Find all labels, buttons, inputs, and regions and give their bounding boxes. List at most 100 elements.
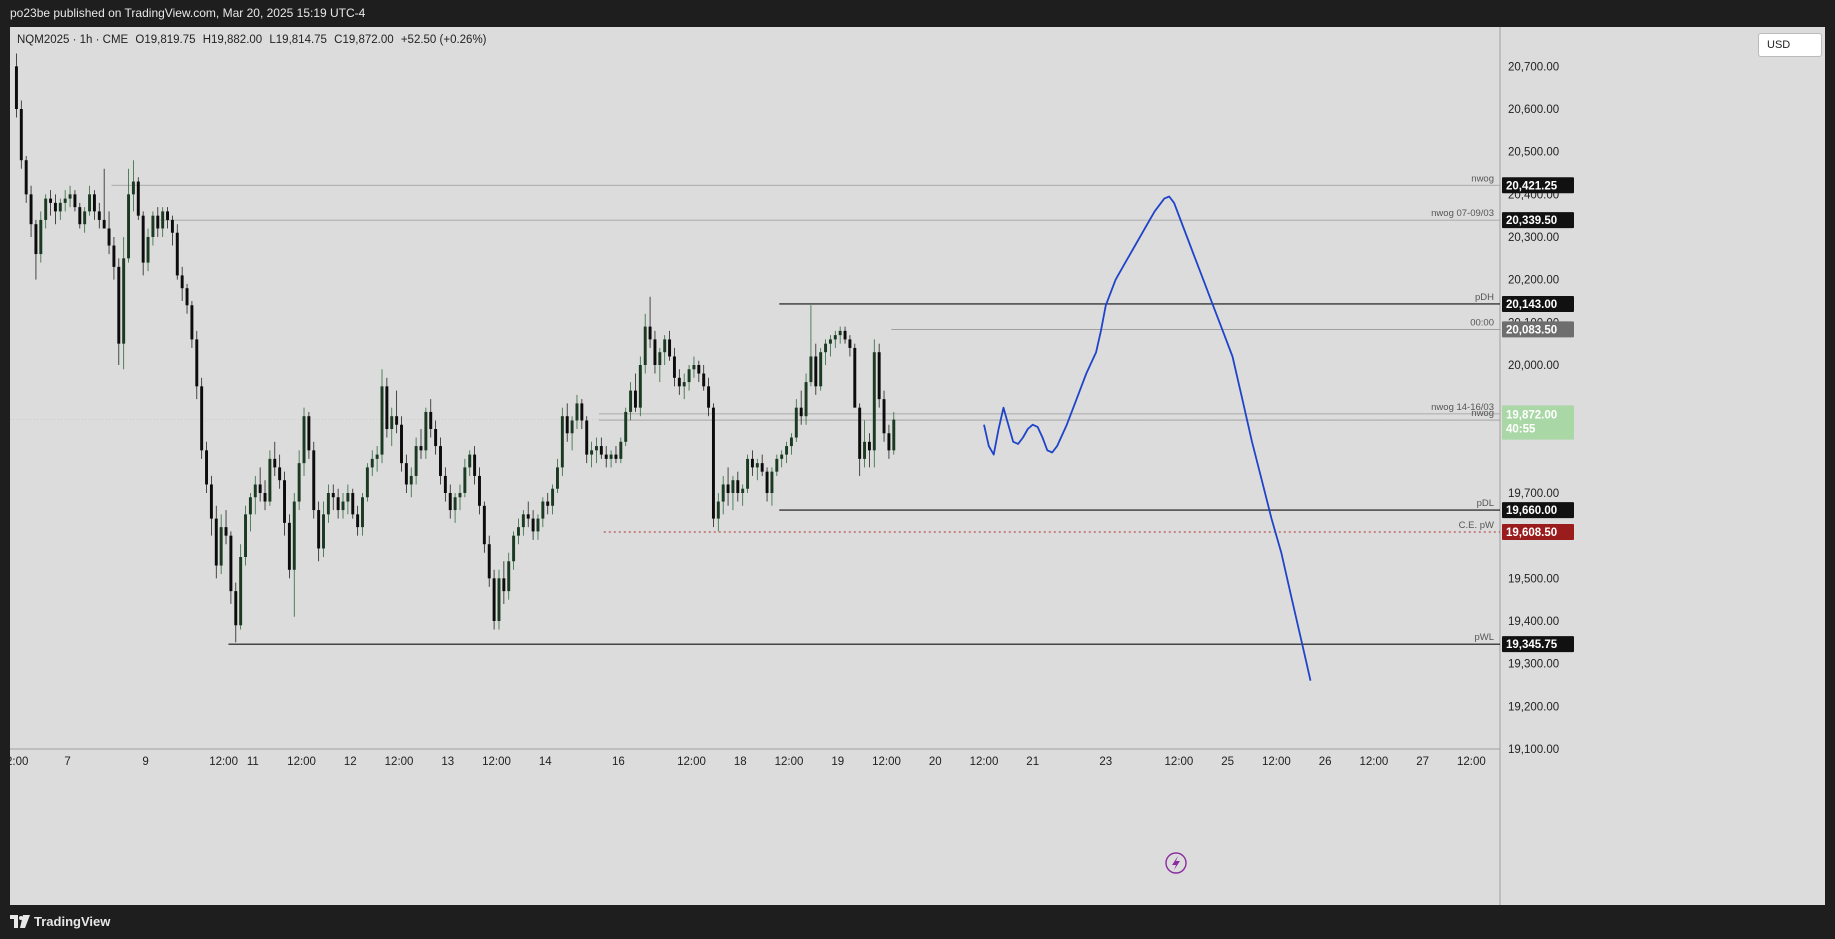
candle-body xyxy=(799,407,803,417)
price-tag xyxy=(1502,212,1574,229)
candle-body xyxy=(780,454,784,459)
symbol-label[interactable]: NQM2025 · 1h · CME xyxy=(17,34,129,46)
candle-body xyxy=(58,202,62,212)
candle-body xyxy=(814,356,818,387)
candle-body xyxy=(570,420,574,434)
candle-body xyxy=(346,493,350,502)
candle-body xyxy=(307,416,311,451)
time-tick-label: 12:00 xyxy=(1262,756,1291,768)
level-name-label: nwog xyxy=(1471,408,1494,419)
candle-body xyxy=(638,365,642,408)
candle-body xyxy=(512,535,516,562)
lightning-icon-glyph xyxy=(1172,856,1180,870)
footer-bar: TradingView xyxy=(0,905,1835,939)
time-tick-label: 12:00 xyxy=(775,756,804,768)
candle-body xyxy=(239,557,243,626)
candle-body xyxy=(166,211,170,220)
candle-body xyxy=(248,497,252,515)
time-tick-label: 14 xyxy=(539,756,552,768)
level-name-label: C.E. pW xyxy=(1459,520,1494,531)
candle-body xyxy=(804,382,808,417)
candle-body xyxy=(853,347,857,408)
candle-body xyxy=(141,215,145,263)
candle-body xyxy=(434,429,438,447)
current-price-tag xyxy=(1502,405,1574,440)
candle-body xyxy=(283,480,286,523)
candle-body xyxy=(122,258,126,344)
candle-body xyxy=(414,446,418,476)
candle-body xyxy=(151,215,155,237)
candle-body xyxy=(838,330,842,336)
chart-canvas[interactable]: 19,100.00 19,200.00 19,300.00 19,400.00 19,5… xyxy=(10,27,1825,905)
projection-line[interactable] xyxy=(983,195,1312,681)
open-value: O19,819.75 xyxy=(135,34,196,46)
level-name-label: nwog 07-09/03 xyxy=(1431,208,1494,219)
candle-body xyxy=(195,339,199,387)
price-tag xyxy=(1502,524,1574,541)
candle-body xyxy=(526,514,530,519)
price-tag-label: 19,608.50 xyxy=(1506,527,1557,539)
candle-body xyxy=(156,215,160,229)
candle-body xyxy=(580,403,584,421)
currency-button[interactable]: USD xyxy=(1758,33,1822,57)
candle-body xyxy=(463,467,467,493)
candle-body xyxy=(190,305,194,340)
candle-body xyxy=(312,450,316,511)
candle-body xyxy=(44,198,48,220)
candle-body xyxy=(331,493,335,498)
candle-body xyxy=(560,416,564,468)
candle-body xyxy=(726,484,730,493)
time-tick-label: 12:00 xyxy=(677,756,706,768)
time-tick-label: 11 xyxy=(247,756,259,768)
candle-body xyxy=(180,275,184,289)
candle-body xyxy=(326,493,330,515)
candle-body xyxy=(551,488,555,506)
candle-body xyxy=(356,514,360,528)
candle-body xyxy=(400,424,403,464)
time-tick-label: 12:00 xyxy=(209,756,238,768)
candle-body xyxy=(53,202,57,212)
candle-body xyxy=(395,416,399,425)
time-tick-label: 23 xyxy=(1099,756,1112,768)
price-tick-label: 19,400.00 xyxy=(1508,616,1559,628)
candle-body xyxy=(770,471,774,493)
symbol-legend: NQM2025 · 1h · CME O19,819.75 H19,882.00… xyxy=(17,34,491,46)
candle-body xyxy=(755,463,759,468)
candle-body xyxy=(604,454,608,459)
candle-body xyxy=(741,488,745,493)
level-name-label: 00:00 xyxy=(1470,317,1494,328)
chart-pane[interactable]: 19,100.00 19,200.00 19,300.00 19,400.00 19,5… xyxy=(10,27,1825,905)
candle-body xyxy=(736,480,740,493)
candle-body xyxy=(278,467,282,481)
time-tick-label: 9 xyxy=(142,756,148,768)
candle-body xyxy=(765,471,769,493)
candle-body xyxy=(205,450,208,485)
candle-body xyxy=(224,527,228,536)
candle-body xyxy=(473,454,477,476)
brand-name[interactable]: TradingView xyxy=(34,914,111,929)
candle-body xyxy=(439,446,442,476)
candle-body xyxy=(658,352,662,365)
candle-body xyxy=(624,411,628,442)
time-tick-label: 12:00 xyxy=(1457,756,1486,768)
candle-body xyxy=(370,458,374,468)
candle-body xyxy=(711,407,715,519)
time-tick-label: 12:00 xyxy=(385,756,414,768)
candle-body xyxy=(877,352,881,400)
candle-body xyxy=(361,497,364,528)
tradingview-logo-icon[interactable] xyxy=(10,915,30,929)
candle-body xyxy=(614,454,618,459)
candle-body xyxy=(521,514,525,528)
close-value: C19,872.00 xyxy=(334,34,394,46)
candle-body xyxy=(702,373,706,387)
candle-body xyxy=(828,339,832,344)
candle-body xyxy=(482,505,486,545)
candle-body xyxy=(88,194,92,212)
price-tick-label: 19,100.00 xyxy=(1508,744,1559,756)
candle-body xyxy=(92,194,96,212)
candle-body xyxy=(244,514,247,557)
candle-body xyxy=(575,403,579,421)
time-tick-label: 19 xyxy=(831,756,844,768)
candle-body xyxy=(14,66,18,109)
lightning-icon[interactable] xyxy=(1165,852,1187,874)
